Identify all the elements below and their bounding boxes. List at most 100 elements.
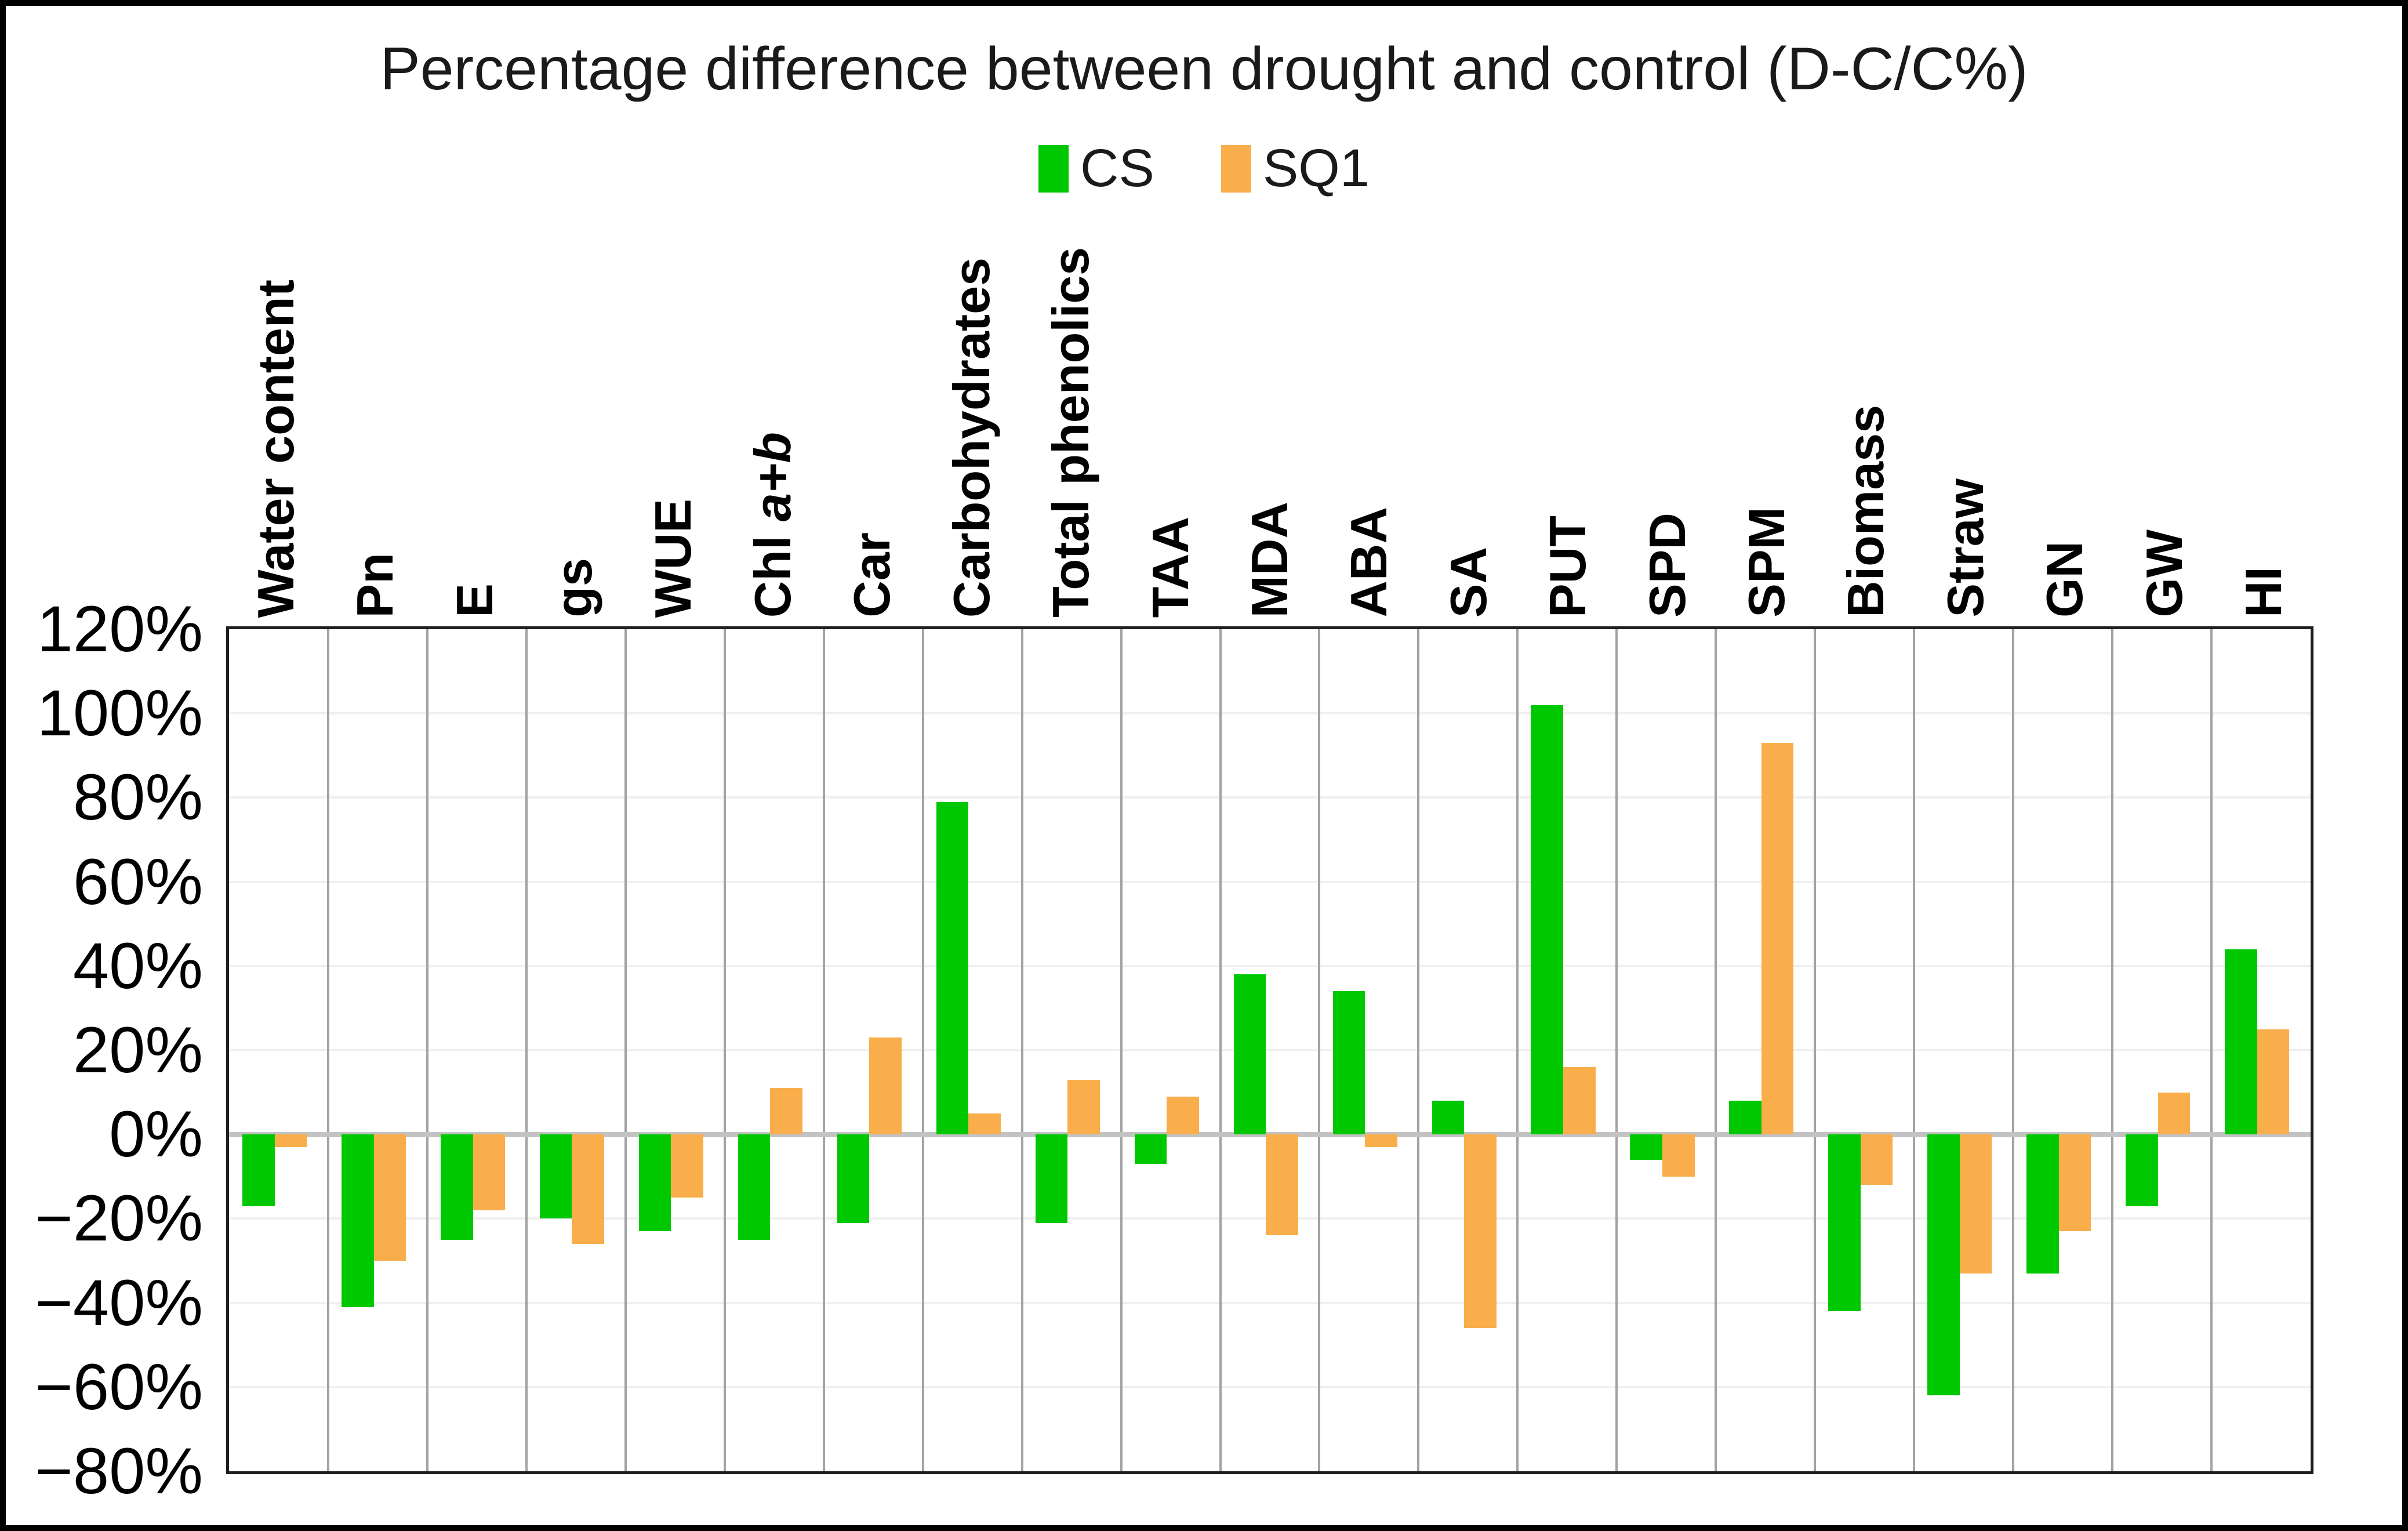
bar-sq1-pn <box>373 1134 406 1261</box>
vertical-gridline <box>1913 629 1916 1471</box>
category-cell-6: Car <box>823 212 922 618</box>
category-cell-0: Water content <box>226 212 325 618</box>
bar-sq1-carbohydrates <box>968 1113 1001 1135</box>
y-tick-−60%: −60% <box>35 1350 203 1423</box>
bar-sq1-biomass <box>1860 1134 1893 1185</box>
legend-swatch-cs <box>1038 144 1069 193</box>
category-label-1: Pn <box>346 552 404 618</box>
category-label-15: SPM <box>1738 507 1796 618</box>
horizontal-gridline <box>229 1385 2311 1388</box>
vertical-gridline <box>1219 629 1222 1471</box>
horizontal-gridline <box>229 880 2311 883</box>
bar-cs-wue <box>638 1134 671 1232</box>
vertical-gridline <box>624 629 627 1471</box>
bar-cs-gs <box>539 1134 572 1219</box>
bar-sq1-wue <box>671 1134 703 1198</box>
legend-swatch-sq1 <box>1221 144 1251 193</box>
category-label-3: gs <box>544 558 602 618</box>
bar-sq1-gs <box>572 1134 605 1244</box>
horizontal-gridline <box>229 712 2311 715</box>
category-label-16: Biomass <box>1837 405 1895 618</box>
category-label-17: Straw <box>1936 478 1994 618</box>
category-cell-13: PUT <box>1518 212 1617 618</box>
bar-sq1-water-content <box>274 1134 307 1147</box>
bar-sq1-spm <box>1761 743 1794 1135</box>
vertical-gridline <box>1417 629 1420 1471</box>
category-cell-10: MDA <box>1220 212 1319 618</box>
vertical-gridline <box>1516 629 1519 1471</box>
bar-cs-spd <box>1630 1134 1662 1160</box>
category-cell-5: Chl a+b <box>723 212 822 618</box>
category-label-18: GN <box>2036 541 2094 618</box>
bar-sq1-gw <box>2158 1092 2191 1135</box>
legend: CS SQ1 <box>6 138 2402 199</box>
category-label-19: GW <box>2135 529 2193 618</box>
category-cell-18: GN <box>2015 212 2115 618</box>
category-label-2: E <box>445 583 503 618</box>
vertical-gridline <box>2210 629 2213 1471</box>
bar-cs-sa <box>1432 1101 1465 1135</box>
y-tick-80%: 80% <box>72 761 203 834</box>
vertical-gridline <box>822 629 825 1471</box>
vertical-gridline <box>2012 629 2015 1471</box>
y-axis-labels: 120% 100% 80% 60% 40% 20% 0% −20% −40% −60% −80% <box>6 6 210 1525</box>
vertical-gridline <box>326 629 329 1471</box>
legend-label-sq1: SQ1 <box>1262 139 1370 198</box>
vertical-gridline <box>1814 629 1817 1471</box>
category-cell-15: SPM <box>1717 212 1816 618</box>
legend-label-cs: CS <box>1080 139 1154 198</box>
y-tick-20%: 20% <box>72 1014 203 1086</box>
bar-cs-carbohydrates <box>936 801 969 1135</box>
category-label-14: SPD <box>1638 513 1696 618</box>
category-label-italic-5: a+b <box>743 431 801 521</box>
vertical-gridline <box>525 629 528 1471</box>
bar-sq1-put <box>1563 1067 1596 1135</box>
bar-sq1-aba <box>1365 1134 1397 1147</box>
bar-sq1-total-phenolics <box>1067 1079 1100 1135</box>
bar-sq1-taa <box>1167 1096 1199 1135</box>
bar-cs-gw <box>2126 1134 2158 1206</box>
bar-cs-taa <box>1134 1134 1167 1164</box>
category-label-12: SA <box>1439 546 1497 618</box>
legend-item-sq1: SQ1 <box>1221 138 1370 199</box>
bar-cs-pn <box>342 1134 374 1307</box>
vertical-gridline <box>1318 629 1321 1471</box>
vertical-gridline <box>2111 629 2114 1471</box>
category-cell-1: Pn <box>325 212 424 618</box>
bar-cs-gn <box>2026 1134 2059 1274</box>
horizontal-gridline <box>229 796 2311 799</box>
horizontal-gridline <box>229 1301 2311 1304</box>
horizontal-gridline <box>229 1049 2311 1051</box>
y-tick-−20%: −20% <box>35 1182 203 1255</box>
vertical-gridline <box>1020 629 1023 1471</box>
bar-sq1-hi <box>2257 1029 2290 1135</box>
bar-sq1-mda <box>1266 1134 1298 1236</box>
category-cell-7: Carbohydrates <box>922 212 1021 618</box>
category-label-13: PUT <box>1539 516 1597 618</box>
bar-cs-chl-a-b <box>738 1134 771 1240</box>
bar-cs-aba <box>1332 991 1365 1135</box>
bar-sq1-chl-a-b <box>770 1088 802 1135</box>
category-cell-11: ABA <box>1320 212 1419 618</box>
category-cell-16: Biomass <box>1817 212 1916 618</box>
category-label-9: TAA <box>1141 516 1199 618</box>
bar-cs-water-content <box>242 1134 275 1206</box>
bar-sq1-e <box>473 1134 506 1210</box>
y-tick-−80%: −80% <box>35 1435 203 1507</box>
category-cell-3: gs <box>524 212 623 618</box>
category-label-8: Total phenolics <box>1042 247 1100 618</box>
vertical-gridline <box>1615 629 1618 1471</box>
y-tick-120%: 120% <box>37 593 203 665</box>
vertical-gridline <box>723 629 726 1471</box>
category-label-4: WUE <box>644 498 702 618</box>
bar-cs-spm <box>1729 1101 1761 1135</box>
y-tick-100%: 100% <box>37 677 203 750</box>
horizontal-gridline <box>229 964 2311 967</box>
vertical-gridline <box>921 629 924 1471</box>
category-cell-2: E <box>425 212 524 618</box>
category-label-11: ABA <box>1340 507 1398 618</box>
category-label-7: Carbohydrates <box>942 257 1000 618</box>
bar-cs-car <box>837 1134 870 1223</box>
